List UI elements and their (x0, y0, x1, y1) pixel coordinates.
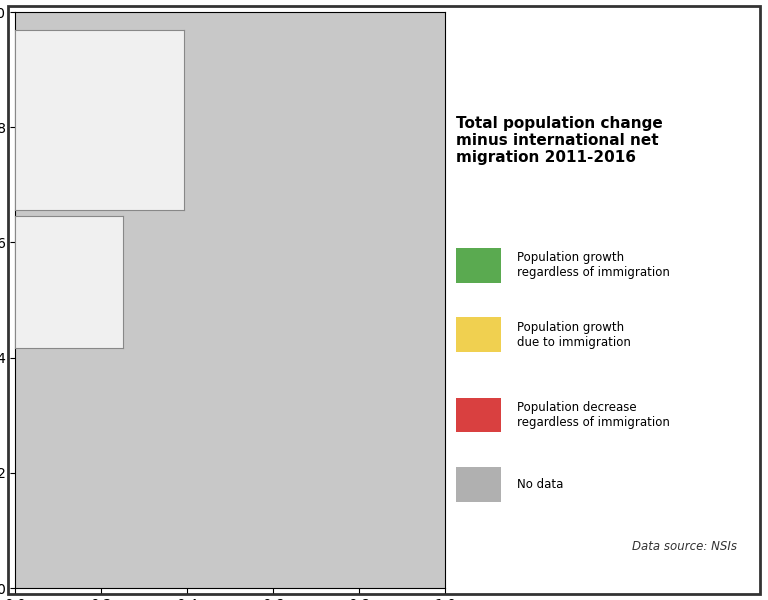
Text: Population growth
due to immigration: Population growth due to immigration (517, 320, 631, 349)
Text: Total population change
minus international net
migration 2011-2016: Total population change minus internatio… (456, 116, 663, 166)
Text: Data source: NSIs: Data source: NSIs (631, 541, 737, 553)
FancyBboxPatch shape (456, 398, 501, 433)
FancyBboxPatch shape (456, 467, 501, 502)
FancyBboxPatch shape (456, 248, 501, 283)
Text: Population decrease
regardless of immigration: Population decrease regardless of immigr… (517, 401, 670, 429)
Text: Population growth
regardless of immigration: Population growth regardless of immigrat… (517, 251, 670, 280)
Text: No data: No data (517, 478, 564, 491)
FancyBboxPatch shape (456, 317, 501, 352)
